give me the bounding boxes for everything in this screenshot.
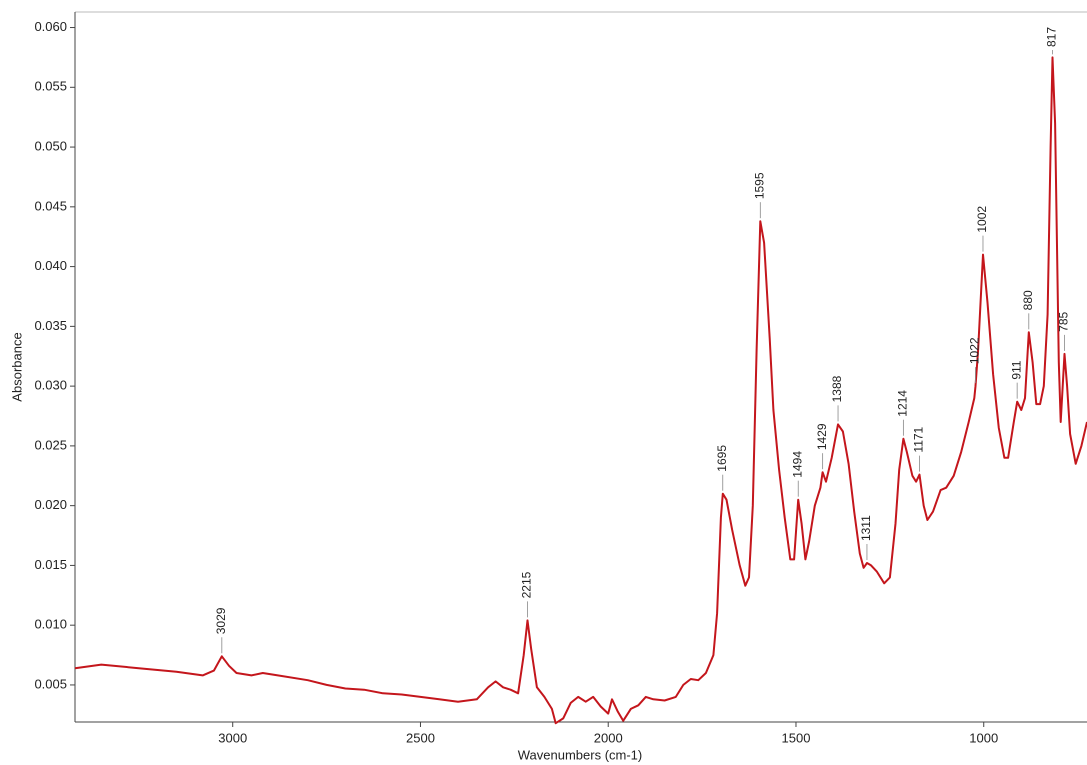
peak-label: 1695 bbox=[715, 445, 729, 472]
y-tick-label: 0.045 bbox=[34, 198, 67, 213]
peak-label: 880 bbox=[1021, 290, 1035, 310]
x-tick-label: 1000 bbox=[969, 730, 998, 745]
peak-label: 2215 bbox=[520, 571, 534, 598]
y-tick-label: 0.010 bbox=[34, 617, 67, 632]
x-tick-label: 2000 bbox=[594, 730, 623, 745]
peak-label: 1214 bbox=[896, 390, 910, 417]
y-axis-label: Absorbance bbox=[9, 332, 24, 401]
y-tick-label: 0.030 bbox=[34, 378, 67, 393]
peak-label: 911 bbox=[1009, 360, 1023, 379]
y-tick-label: 0.035 bbox=[34, 318, 67, 333]
y-tick-label: 0.025 bbox=[34, 437, 67, 452]
peak-label: 1002 bbox=[975, 206, 989, 233]
y-tick-label: 0.060 bbox=[34, 19, 67, 34]
y-tick-label: 0.020 bbox=[34, 497, 67, 512]
y-tick-label: 0.040 bbox=[34, 258, 67, 273]
peak-label: 1388 bbox=[830, 375, 844, 402]
y-tick-label: 0.005 bbox=[34, 676, 67, 691]
spectrum-line bbox=[74, 56, 1087, 725]
y-tick-label: 0.050 bbox=[34, 139, 67, 154]
peak-label: 1022 bbox=[968, 337, 982, 364]
peak-label: 1429 bbox=[815, 423, 829, 450]
x-tick-label: 3000 bbox=[218, 730, 247, 745]
peak-label: 3029 bbox=[214, 607, 228, 634]
x-axis-label: Wavenumbers (cm-1) bbox=[518, 747, 642, 762]
peak-label: 1494 bbox=[790, 451, 804, 478]
peak-label: 1311 bbox=[859, 515, 873, 541]
x-tick-label: 1500 bbox=[782, 730, 811, 745]
peak-label: 785 bbox=[1057, 312, 1071, 332]
x-tick-label: 2500 bbox=[406, 730, 435, 745]
peak-label: 1595 bbox=[752, 172, 766, 199]
peak-label: 1171 bbox=[912, 426, 926, 452]
peak-label: 817 bbox=[1045, 27, 1059, 47]
y-tick-label: 0.055 bbox=[34, 79, 67, 94]
y-tick-label: 0.015 bbox=[34, 557, 67, 572]
